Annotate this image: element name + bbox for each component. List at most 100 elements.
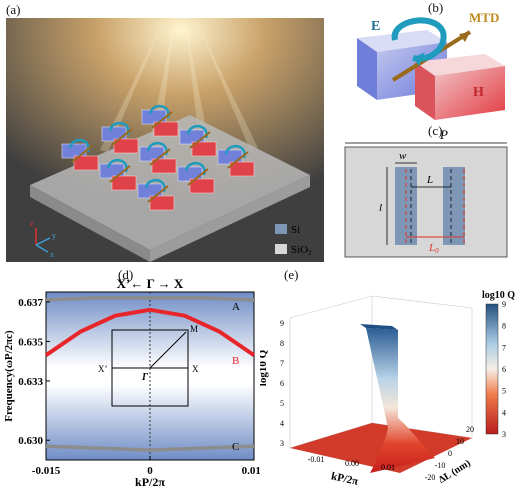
colorbar-tick-label: 5 (502, 387, 506, 396)
z-tick-label: 9 (280, 319, 284, 328)
panel-b: E MTD H (b) (335, 0, 520, 125)
chart-d-ticks: 0.637 0.635 0.633 0.630 -0.015 0 0.015 (18, 297, 267, 477)
unit-cell (141, 105, 179, 137)
brillouin-zone-inset: M X X’ Γ (98, 324, 199, 407)
mtd-arrow (227, 151, 249, 169)
bz-gamma-label: Γ (141, 372, 149, 383)
unit-cell (177, 162, 215, 194)
unit-cell (179, 125, 217, 157)
y-tick-label: 10 (456, 437, 464, 446)
unit-cell (217, 145, 255, 177)
si-block-red (113, 138, 139, 154)
width-label: w (399, 150, 407, 162)
unit-cell (137, 179, 175, 211)
y-tick-label: 0 (448, 449, 452, 458)
coordinate-axes: z y x (30, 219, 56, 259)
substrate-top (30, 115, 310, 250)
length-label: l (379, 202, 382, 214)
x-tick-label: 0 (147, 465, 153, 477)
colorbar-tick-label: 6 (502, 365, 506, 374)
colorbar (485, 303, 499, 435)
si-block-side-right (415, 62, 435, 120)
band-series (44, 296, 256, 452)
z-tick-label: 3 (280, 439, 284, 448)
z-tick-label: 5 (280, 399, 284, 408)
x-tick-label: -0.01 (308, 455, 325, 464)
panel-c: P w L l L0 (c) (335, 123, 520, 270)
metasurface-illustration: z y x (6, 18, 324, 262)
y-tick-label: -20 (425, 473, 436, 482)
panel-d: X’← Γ → X 0.637 0.635 0.633 0.630 -0.015 0 0.0… (0, 267, 267, 489)
h-field-label: H (473, 85, 484, 100)
si-block-red (189, 178, 215, 194)
colorbar-tick-label: 7 (502, 343, 506, 352)
unit-cells (61, 105, 255, 211)
si-block-red (191, 141, 217, 157)
bz-m-label: M (190, 324, 198, 334)
unit-cell (61, 139, 99, 171)
legend-si-label: Si (291, 224, 300, 236)
band-c-line (45, 444, 255, 452)
substrate-side-right (150, 175, 310, 262)
band-structure-chart: X’← Γ → X 0.637 0.635 0.633 0.630 -0.015 0 0.0… (3, 276, 267, 489)
colorbar-tick-label: 4 (502, 408, 506, 417)
y-tick-label: -10 (435, 461, 446, 470)
surface-ridge (366, 328, 435, 473)
unit-cell (139, 142, 177, 174)
chart-d-ylabel: Frequency(ωP/2πc) (3, 330, 15, 422)
chart-d-xlabel: kP/2π (135, 475, 165, 489)
e-field-label: E (371, 19, 380, 34)
mtd-arrow-head (459, 32, 470, 42)
bz-x-label: X (192, 364, 199, 374)
z-tick-label: 4 (280, 419, 284, 428)
panel-c-label: (c) (428, 123, 443, 138)
panel-a: z y x (a) (0, 0, 330, 268)
colorbar-tick-label: 9 (502, 300, 506, 309)
si-block-front-right (435, 66, 505, 120)
axis-z-label: z (30, 219, 34, 228)
period-label: P (439, 127, 448, 142)
y-tick-label: 0.630 (18, 435, 43, 447)
mtd-arrow (109, 165, 131, 183)
e-field-arrowhead (413, 52, 425, 66)
mtd-arrow (187, 168, 209, 186)
sio2-substrate-cell (344, 146, 508, 258)
legend-sio2-swatch (275, 244, 287, 254)
panel-a-label: (a) (6, 2, 21, 17)
substrate-side-left (30, 185, 150, 262)
band-a-line (45, 296, 255, 302)
unit-cell (99, 159, 137, 191)
unit-cell (101, 122, 139, 154)
surface-floor (290, 423, 472, 473)
offset-label: L (426, 174, 433, 186)
unit-cell-schematic: P w L l L0 (344, 127, 508, 258)
chart-e-zlabel: log10 Q (260, 349, 269, 386)
chart-e-xlabel: kP/2π (330, 470, 359, 487)
si-block-side-left (357, 38, 377, 100)
si-block-top-right (415, 54, 505, 76)
legend-si-swatch (275, 224, 287, 234)
surface-ridge-top (360, 324, 398, 330)
mtd-arrow (151, 111, 173, 129)
x-tick-label: 0.00 (345, 459, 359, 468)
z-tick-label: 7 (280, 359, 284, 368)
si-block-red (153, 121, 179, 137)
z-tick-label: 6 (280, 379, 284, 388)
band-a-label: A (232, 301, 240, 313)
panel-e-label: (e) (284, 267, 299, 282)
band-b-label: B (232, 355, 239, 367)
colorbar-tick-label: 8 (502, 322, 506, 331)
light-rays (100, 18, 258, 152)
x-tick-label: 0.01 (381, 463, 395, 472)
l0-label: L0 (428, 242, 439, 255)
colorbar-ticks: 3 4 5 6 7 8 9 (502, 300, 506, 439)
y-tick-label: 0.633 (18, 376, 43, 388)
si-block-top-left (357, 30, 447, 52)
chart-d-title: X’← Γ → X (117, 276, 184, 291)
colorbar-title: log10 Q (482, 290, 515, 301)
z-tick-label: 8 (280, 339, 284, 348)
mtd-arrow (111, 128, 133, 146)
